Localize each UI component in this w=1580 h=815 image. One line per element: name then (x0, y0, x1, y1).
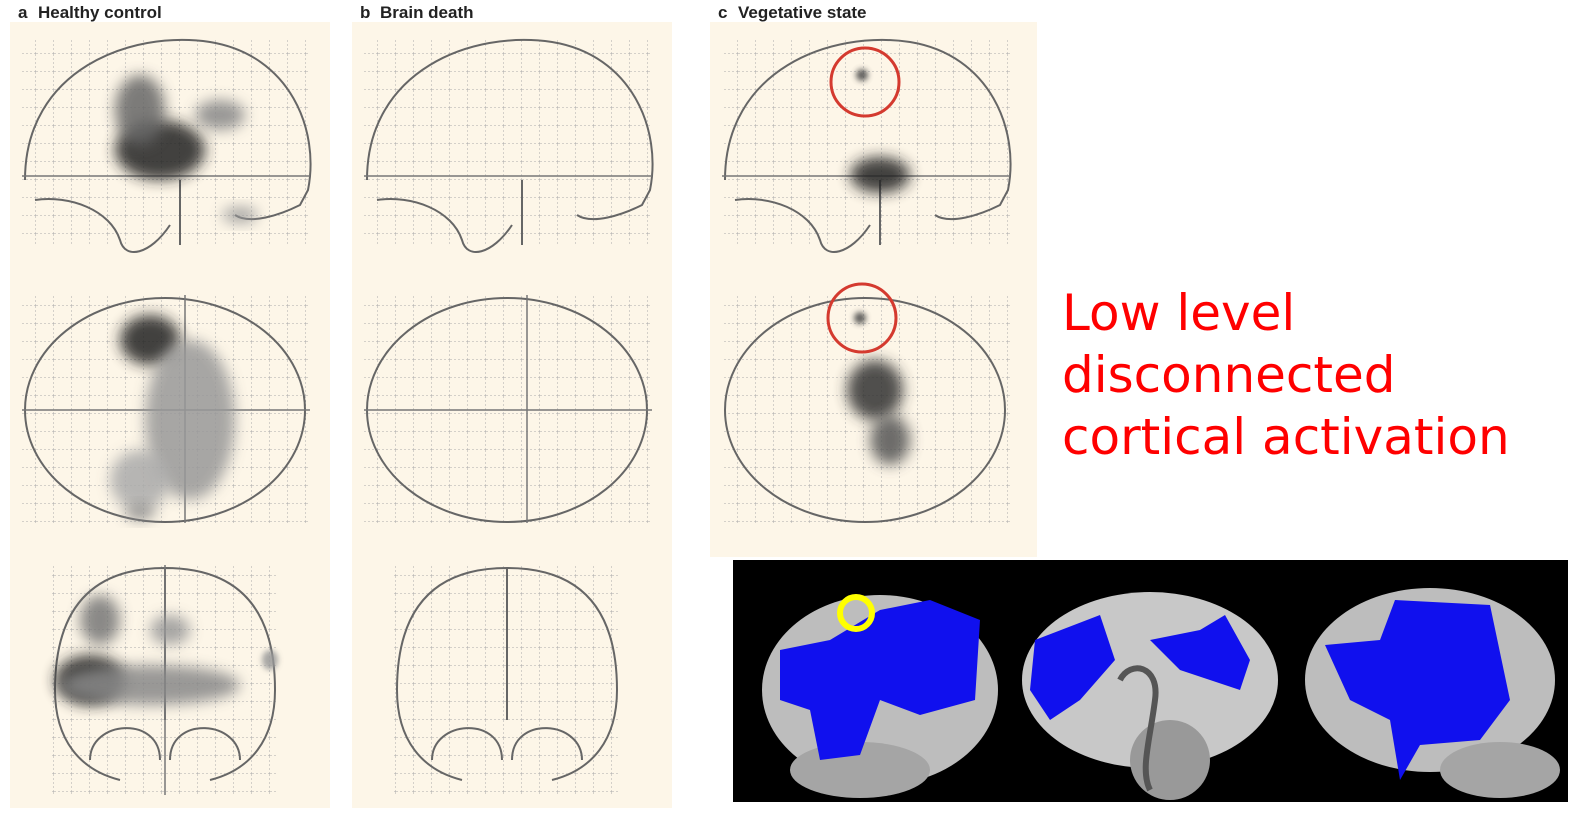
panel-letter: b (360, 3, 370, 22)
activation (150, 615, 190, 645)
activation (125, 504, 155, 520)
activation (115, 75, 165, 145)
caption-line: cortical activation (1062, 408, 1510, 466)
panel: b Brain death (352, 3, 672, 808)
activation (854, 312, 866, 324)
caption-line: disconnected (1062, 346, 1396, 404)
activation (850, 157, 910, 193)
caption: Low level disconnected cortical activati… (1062, 284, 1510, 466)
activation (222, 207, 258, 223)
mri-image (733, 560, 1568, 802)
slide: a Healthy control b Brain death c Vegetative … (0, 0, 1580, 815)
panel-title: Vegetative state (738, 3, 867, 22)
activation (262, 650, 278, 670)
panel-letter: c (718, 3, 727, 22)
grid (722, 38, 1010, 246)
activation (847, 360, 903, 420)
activation (870, 415, 910, 465)
panel-letter: a (18, 3, 28, 22)
activation (195, 100, 245, 130)
grid (364, 38, 652, 246)
activation (110, 450, 170, 510)
caption-line: Low level (1062, 284, 1295, 342)
panel: a Healthy control (10, 3, 330, 808)
panel: c Vegetative state (710, 3, 1037, 557)
panel-title: Healthy control (38, 3, 162, 22)
panel-title: Brain death (380, 3, 474, 22)
activation (856, 69, 868, 81)
activation (80, 595, 120, 645)
activation (60, 665, 240, 705)
